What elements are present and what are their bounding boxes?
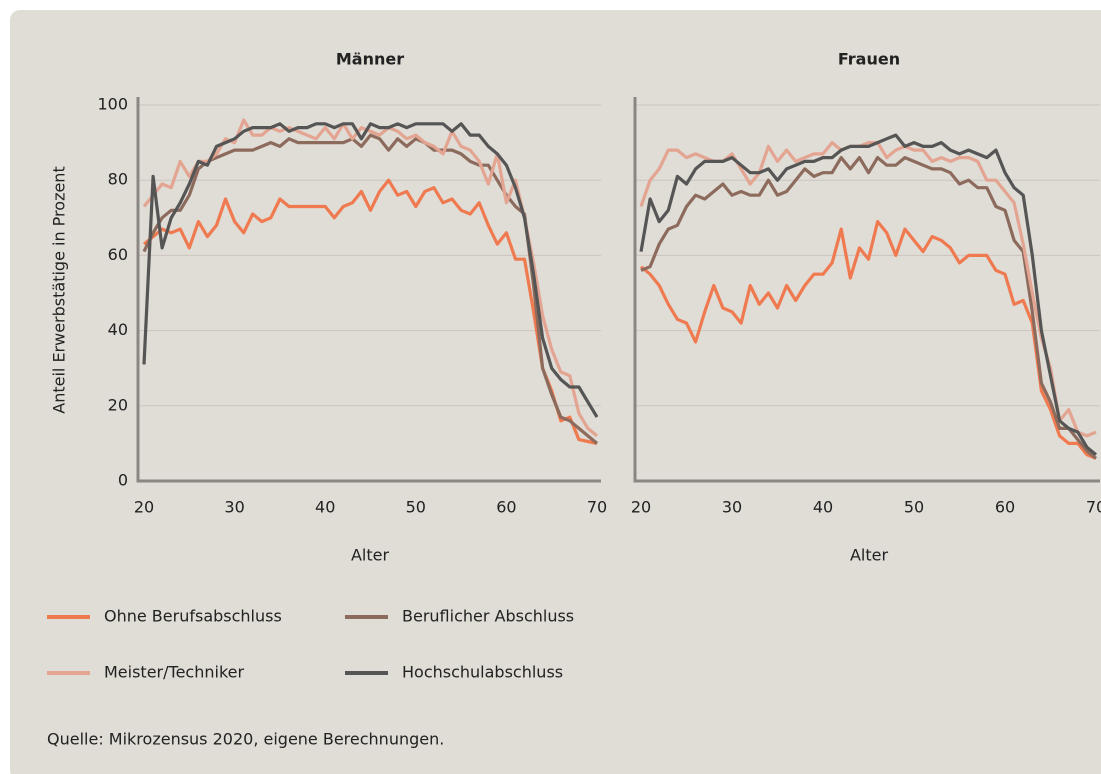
x-tick-label: 50 bbox=[904, 498, 924, 517]
y-tick-label: 40 bbox=[108, 320, 128, 339]
x-tick-label: 70 bbox=[1086, 498, 1101, 517]
x-tick-label: 40 bbox=[813, 498, 833, 517]
x-tick-label: 60 bbox=[496, 498, 516, 517]
y-tick-label: 80 bbox=[108, 170, 128, 189]
x-axis-label: Alter bbox=[850, 546, 889, 565]
x-tick-label: 30 bbox=[722, 498, 742, 517]
series-line bbox=[639, 220, 1097, 460]
x-tick-label: 70 bbox=[587, 498, 607, 517]
legend-label: Ohne Berufsabschluss bbox=[104, 607, 282, 626]
y-tick-label: 20 bbox=[108, 395, 128, 414]
legend-label: Beruflicher Abschluss bbox=[402, 607, 574, 626]
y-tick-label: 100 bbox=[97, 95, 128, 114]
y-tick-label: 0 bbox=[118, 471, 128, 490]
x-axis-label: Alter bbox=[351, 546, 390, 565]
card bbox=[10, 10, 1101, 774]
x-tick-label: 50 bbox=[406, 498, 426, 517]
panel-title: Frauen bbox=[838, 50, 900, 69]
x-tick-label: 20 bbox=[631, 498, 651, 517]
series-line bbox=[142, 122, 599, 418]
x-tick-label: 40 bbox=[315, 498, 335, 517]
series-line bbox=[639, 133, 1098, 456]
x-tick-label: 20 bbox=[134, 498, 154, 517]
series-line bbox=[142, 178, 598, 445]
legend-label: Meister/Techniker bbox=[104, 663, 244, 682]
series-line bbox=[640, 156, 1098, 460]
source-note: Quelle: Mikrozensus 2020, eigene Berechn… bbox=[47, 730, 444, 749]
x-tick-label: 30 bbox=[224, 498, 244, 517]
legend-label: Hochschulabschluss bbox=[402, 663, 563, 682]
y-axis-label: Anteil Erwerbstätige in Prozent bbox=[50, 166, 69, 413]
panel-title: Männer bbox=[336, 50, 404, 69]
y-tick-label: 60 bbox=[108, 245, 128, 264]
x-tick-label: 60 bbox=[995, 498, 1015, 517]
